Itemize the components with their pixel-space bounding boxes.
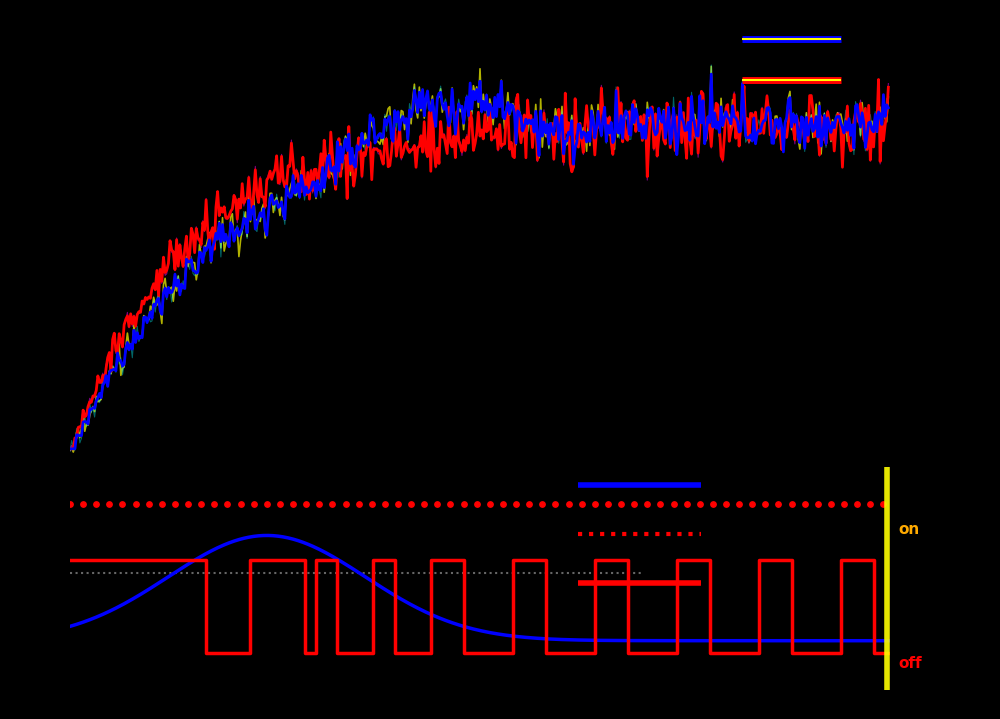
Point	[403, 499, 419, 510]
Point	[862, 499, 878, 510]
Point	[547, 499, 563, 510]
Point	[639, 499, 655, 510]
Point	[75, 499, 91, 510]
Text: on: on	[898, 522, 919, 537]
Point	[482, 499, 498, 510]
Point	[442, 499, 458, 510]
Point	[757, 499, 773, 510]
Point	[456, 499, 472, 510]
Point	[114, 499, 130, 510]
Point	[364, 499, 380, 510]
Point	[338, 499, 354, 510]
Point	[810, 499, 826, 510]
Point	[534, 499, 550, 510]
Point	[101, 499, 117, 510]
Point	[508, 499, 524, 510]
Point	[718, 499, 734, 510]
Point	[521, 499, 537, 510]
Point	[613, 499, 629, 510]
Point	[495, 499, 511, 510]
Point	[311, 499, 327, 510]
Point	[587, 499, 603, 510]
Point	[666, 499, 682, 510]
Point	[469, 499, 485, 510]
Point	[351, 499, 367, 510]
Point	[62, 499, 78, 510]
Point	[652, 499, 668, 510]
Point	[272, 499, 288, 510]
Point	[692, 499, 708, 510]
Point	[784, 499, 800, 510]
Point	[731, 499, 747, 510]
Point	[154, 499, 170, 510]
Point	[429, 499, 445, 510]
Point	[377, 499, 393, 510]
Text: off: off	[898, 656, 922, 671]
Point	[324, 499, 340, 510]
Point	[574, 499, 590, 510]
Point	[744, 499, 760, 510]
Point	[285, 499, 301, 510]
Point	[219, 499, 235, 510]
Point	[259, 499, 275, 510]
Point	[206, 499, 222, 510]
Point	[797, 499, 813, 510]
Point	[561, 499, 577, 510]
Point	[600, 499, 616, 510]
Point	[233, 499, 249, 510]
Point	[298, 499, 314, 510]
Point	[390, 499, 406, 510]
Point	[823, 499, 839, 510]
Point	[416, 499, 432, 510]
Point	[679, 499, 695, 510]
Point	[141, 499, 157, 510]
Point	[626, 499, 642, 510]
Point	[180, 499, 196, 510]
Point	[875, 499, 891, 510]
Point	[193, 499, 209, 510]
Point	[705, 499, 721, 510]
Point	[128, 499, 144, 510]
Point	[849, 499, 865, 510]
Point	[770, 499, 786, 510]
Point	[167, 499, 183, 510]
Point	[88, 499, 104, 510]
Point	[246, 499, 262, 510]
Point	[836, 499, 852, 510]
